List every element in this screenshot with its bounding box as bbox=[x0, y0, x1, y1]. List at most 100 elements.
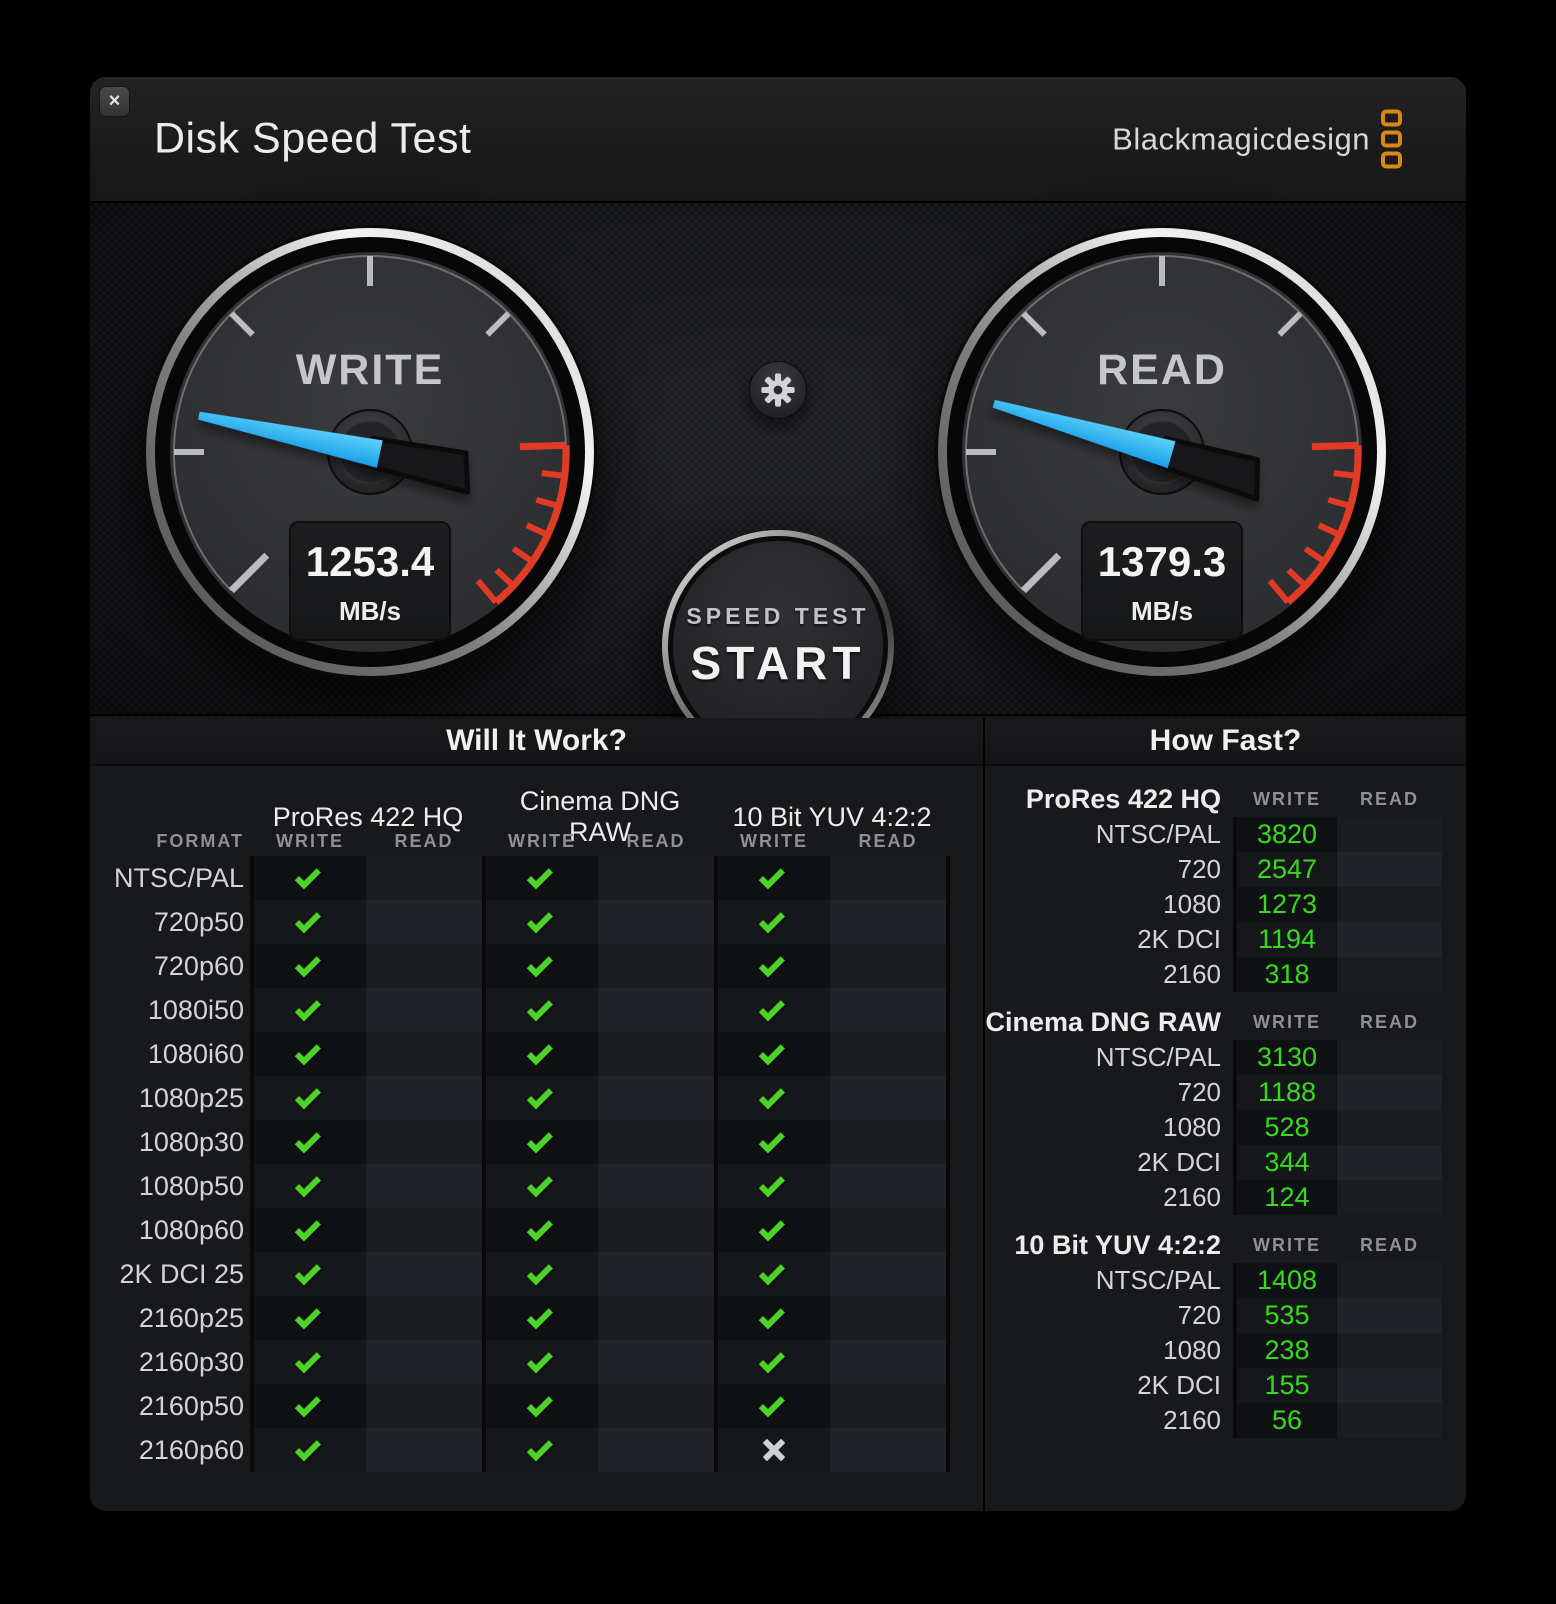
check-icon bbox=[294, 1346, 321, 1373]
table-row: 2K DCI 1194 bbox=[985, 922, 1442, 957]
scale-arc bbox=[965, 255, 1359, 592]
read-column-header: READ bbox=[394, 830, 454, 851]
redline-zone bbox=[475, 441, 570, 605]
result-cell bbox=[486, 944, 598, 988]
resolution-label: 720 bbox=[1177, 854, 1221, 884]
read-speed-cell bbox=[1337, 1298, 1442, 1333]
check-icon bbox=[526, 1038, 553, 1065]
format-label: 1080p60 bbox=[138, 1214, 244, 1245]
codec-section: 10 Bit YUV 4:2:2 WRITE READ NTSC/PAL 1408 720… bbox=[985, 1227, 1466, 1438]
logo-square bbox=[1381, 130, 1402, 148]
will-it-work-panel: Will It Work? ProRes 422 HQ Cinema DNG R… bbox=[90, 718, 983, 1511]
result-cell bbox=[598, 1296, 714, 1340]
check-icon bbox=[526, 862, 553, 889]
codec-section: ProRes 422 HQ WRITE READ NTSC/PAL 3820 720 254… bbox=[985, 781, 1466, 992]
column-separator bbox=[1233, 1145, 1237, 1180]
format-label: 2160p50 bbox=[138, 1390, 244, 1421]
column-separator bbox=[250, 1296, 254, 1340]
column-separator bbox=[946, 856, 950, 900]
column-separator bbox=[714, 988, 718, 1032]
result-cell bbox=[830, 1384, 946, 1428]
brand-logo-icon bbox=[1381, 108, 1402, 171]
table-row: 2160p25 bbox=[90, 1296, 983, 1340]
column-separator bbox=[250, 988, 254, 1032]
column-separator bbox=[250, 944, 254, 988]
result-cell bbox=[366, 856, 482, 900]
resolution-label: NTSC/PAL bbox=[1095, 819, 1221, 849]
column-separator bbox=[1233, 817, 1237, 852]
result-cell bbox=[366, 1252, 482, 1296]
check-icon bbox=[758, 994, 785, 1021]
column-separator bbox=[714, 1120, 718, 1164]
resolution-label: 720 bbox=[1177, 1077, 1221, 1107]
resolution-label: 2K DCI bbox=[1137, 924, 1221, 954]
table-row: 2160p60 bbox=[90, 1428, 983, 1472]
table-row: 1080 238 bbox=[985, 1333, 1442, 1368]
result-cell bbox=[254, 1164, 366, 1208]
write-speed-cell: 238 bbox=[1237, 1333, 1337, 1368]
format-label: NTSC/PAL bbox=[113, 862, 244, 893]
check-icon bbox=[526, 1082, 553, 1109]
format-label: 1080i60 bbox=[147, 1038, 244, 1069]
result-cell bbox=[718, 1252, 830, 1296]
result-cell bbox=[254, 1120, 366, 1164]
result-cell bbox=[254, 1428, 366, 1472]
result-cell bbox=[830, 1340, 946, 1384]
result-cell bbox=[830, 1208, 946, 1252]
result-cell bbox=[366, 1384, 482, 1428]
read-speed-cell bbox=[1337, 1040, 1442, 1075]
result-cell bbox=[254, 1076, 366, 1120]
column-separator bbox=[250, 1208, 254, 1252]
speed-unit: MB/s bbox=[1131, 596, 1193, 626]
title-bar: × Disk Speed Test Blackmagicdesign bbox=[90, 77, 1466, 203]
check-icon bbox=[526, 1346, 553, 1373]
check-icon bbox=[294, 906, 321, 933]
read-speed-cell bbox=[1337, 817, 1442, 852]
table-row: 2160p50 bbox=[90, 1384, 983, 1428]
format-label: 1080p25 bbox=[138, 1082, 244, 1113]
column-separator bbox=[482, 900, 486, 944]
close-button[interactable]: × bbox=[99, 86, 130, 117]
column-separator bbox=[482, 944, 486, 988]
write-speed-cell: 56 bbox=[1237, 1403, 1337, 1438]
column-separator bbox=[946, 1076, 950, 1120]
column-separator bbox=[1233, 887, 1237, 922]
read-gauge: READ 1379.3 MB/s bbox=[932, 222, 1392, 682]
check-icon bbox=[294, 1126, 321, 1153]
column-separator bbox=[482, 1296, 486, 1340]
check-icon bbox=[294, 1082, 321, 1109]
resolution-label: 720 bbox=[1177, 1300, 1221, 1330]
tick-marks bbox=[966, 256, 1303, 594]
write-column-header: WRITE bbox=[740, 830, 808, 851]
scale-arc bbox=[173, 255, 567, 592]
section-header: 10 Bit YUV 4:2:2 WRITE READ bbox=[985, 1227, 1442, 1263]
result-cell bbox=[718, 1164, 830, 1208]
x-icon bbox=[761, 1437, 787, 1463]
table-row: 1080i60 bbox=[90, 1032, 983, 1076]
result-cell bbox=[598, 1076, 714, 1120]
speed-unit: MB/s bbox=[339, 596, 401, 626]
result-cell bbox=[718, 1208, 830, 1252]
result-cell bbox=[830, 1428, 946, 1472]
settings-button[interactable] bbox=[749, 361, 807, 419]
format-label: 720p60 bbox=[153, 950, 244, 981]
result-cell bbox=[598, 856, 714, 900]
write-gauge-dial: WRITE 1253.4 MB/s bbox=[143, 225, 597, 679]
table-row: 2K DCI 344 bbox=[985, 1145, 1442, 1180]
column-separator bbox=[714, 1252, 718, 1296]
result-cell bbox=[486, 1428, 598, 1472]
column-separator bbox=[250, 1384, 254, 1428]
result-cell bbox=[718, 1076, 830, 1120]
start-button-face: SPEED TEST START bbox=[673, 541, 883, 751]
column-separator bbox=[1233, 1263, 1237, 1298]
table-row: 2160p30 bbox=[90, 1340, 983, 1384]
check-icon bbox=[758, 862, 785, 889]
column-separator bbox=[482, 988, 486, 1032]
value-box bbox=[289, 521, 451, 641]
result-cell bbox=[366, 1164, 482, 1208]
check-icon bbox=[294, 862, 321, 889]
column-separator bbox=[250, 1252, 254, 1296]
write-column-header: WRITE bbox=[1253, 1234, 1321, 1255]
column-separator bbox=[1233, 922, 1237, 957]
check-icon bbox=[294, 994, 321, 1021]
